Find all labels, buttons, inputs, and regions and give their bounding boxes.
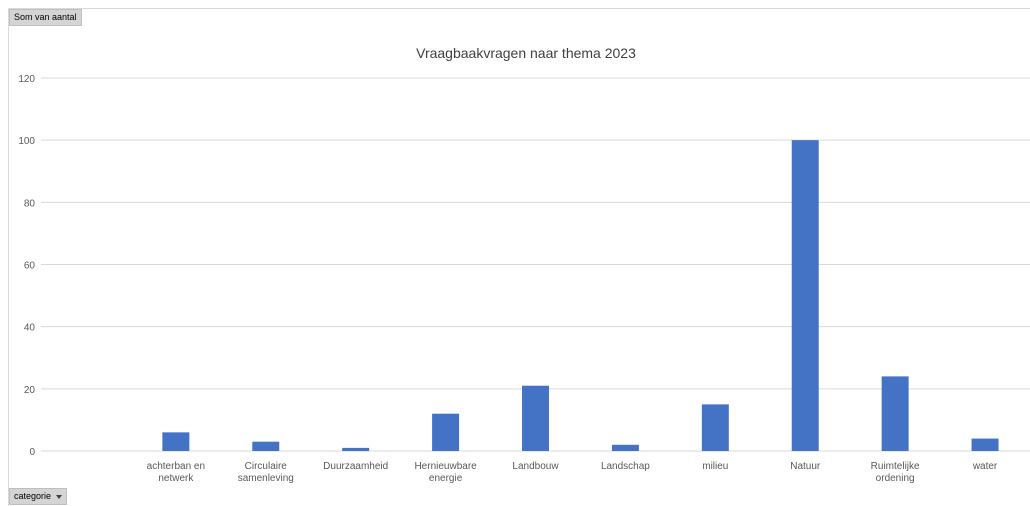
bar — [701, 404, 729, 451]
bar — [522, 385, 549, 451]
bar — [342, 447, 370, 451]
x-tick-label: Hernieuwbare energie — [414, 461, 477, 484]
y-axis-ticks: 0 20 40 60 80 100 120 — [18, 74, 35, 458]
y-tick-label: 80 — [24, 198, 36, 209]
x-tick-label: milieu — [702, 461, 728, 472]
bar — [971, 438, 999, 451]
x-axis-ticks: achterban en netwerk Circulaire samenleving… — [147, 461, 998, 484]
x-tick-label: Natuur — [790, 461, 821, 472]
y-tick-label: 60 — [24, 261, 36, 272]
y-tick-label: 20 — [24, 385, 36, 396]
y-tick-label: 40 — [24, 323, 36, 334]
bar — [611, 444, 639, 451]
y-tick-label: 100 — [18, 136, 35, 147]
bar — [432, 413, 460, 451]
value-field-button[interactable]: Som van aantal — [9, 9, 82, 26]
bar — [791, 140, 819, 451]
chart-title: Vraagbaakvragen naar thema 2023 — [416, 45, 636, 61]
x-tick-label: Landbouw — [512, 461, 559, 472]
axis-field-label: categorie — [14, 491, 52, 501]
y-tick-label: 0 — [29, 447, 35, 458]
dropdown-arrow-icon — [56, 494, 63, 499]
bars — [162, 140, 999, 451]
x-tick-label: water — [972, 461, 998, 472]
x-tick-label: Landschap — [601, 461, 650, 472]
bar — [881, 376, 909, 451]
x-tick-label: Circulaire samenleving — [238, 461, 294, 484]
x-tick-label: Duurzaamheid — [323, 461, 388, 472]
bar — [162, 432, 190, 451]
chart-area — [8, 8, 1030, 506]
x-tick-label: Ruimtelijke ordening — [871, 461, 920, 484]
value-field-label: Som van aantal — [14, 12, 77, 22]
bar — [252, 441, 280, 451]
axis-field-button[interactable]: categorie — [9, 488, 68, 505]
y-tick-label: 120 — [18, 74, 35, 85]
x-tick-label: achterban en netwerk — [147, 461, 205, 484]
